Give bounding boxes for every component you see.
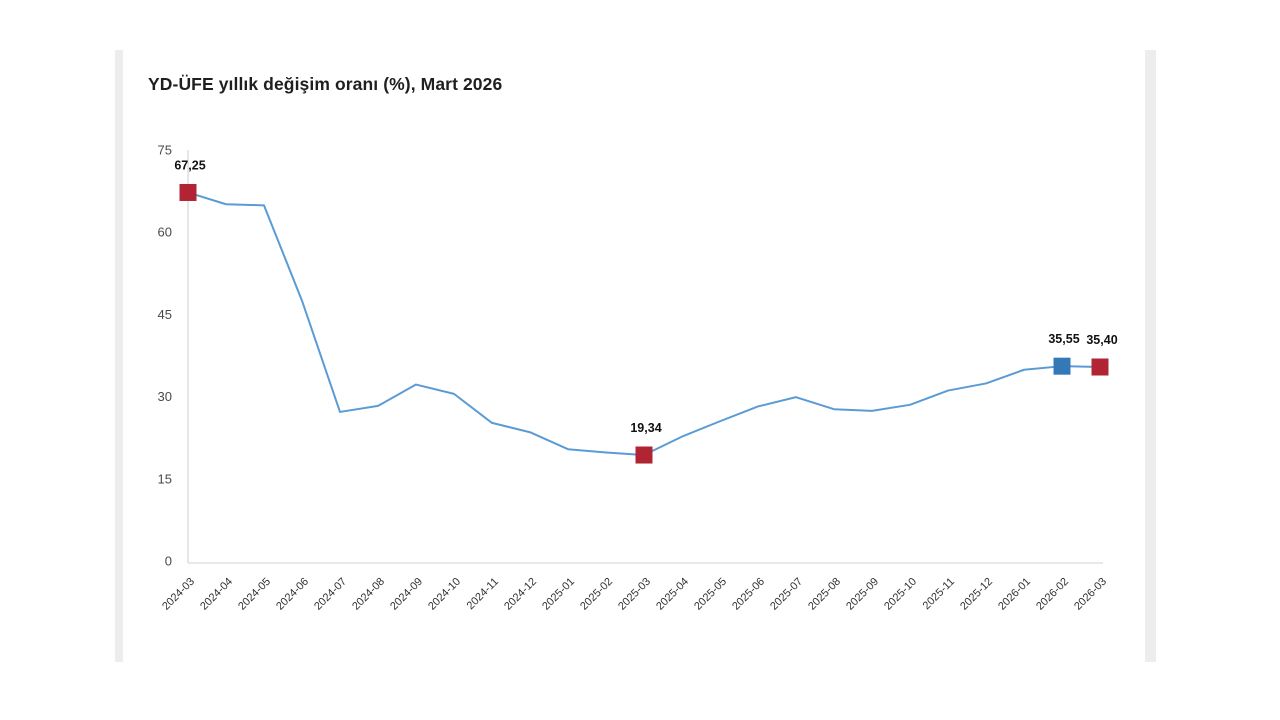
x-tick-label: 2025-05 bbox=[692, 576, 729, 613]
data-point-marker bbox=[179, 183, 197, 201]
left-page-gutter bbox=[115, 50, 123, 662]
data-point-marker bbox=[1091, 358, 1109, 376]
data-point-label: 35,40 bbox=[1086, 333, 1117, 347]
x-tick-label: 2025-09 bbox=[844, 576, 881, 613]
x-tick-label: 2024-08 bbox=[350, 576, 387, 613]
x-tick-label: 2025-06 bbox=[730, 576, 767, 613]
x-tick-label: 2025-07 bbox=[768, 576, 805, 613]
x-tick-label: 2024-04 bbox=[198, 576, 235, 613]
y-tick-label: 45 bbox=[158, 307, 172, 322]
x-tick-label: 2026-02 bbox=[1034, 576, 1071, 613]
y-tick-label: 0 bbox=[165, 554, 172, 569]
data-point-label: 35,55 bbox=[1048, 332, 1079, 346]
trend-line bbox=[187, 191, 1101, 457]
x-tick-label: 2024-07 bbox=[312, 576, 349, 613]
data-point-label: 19,34 bbox=[630, 421, 661, 435]
x-tick-label: 2026-03 bbox=[1072, 576, 1109, 613]
chart-title: YD-ÜFE yıllık değişim oranı (%), Mart 20… bbox=[148, 74, 503, 94]
right-page-gutter bbox=[1145, 50, 1156, 662]
y-tick-label: 75 bbox=[158, 143, 172, 158]
x-tick-label: 2025-08 bbox=[806, 576, 843, 613]
x-tick-label: 2026-01 bbox=[996, 576, 1033, 613]
data-point-label: 67,25 bbox=[174, 158, 205, 172]
x-tick-label: 2025-04 bbox=[654, 576, 691, 613]
x-tick-label: 2025-12 bbox=[958, 576, 995, 613]
y-tick-label: 15 bbox=[158, 471, 172, 486]
x-tick-label: 2024-12 bbox=[502, 576, 539, 613]
x-tick-label: 2024-10 bbox=[426, 576, 463, 613]
x-tick-label: 2024-03 bbox=[160, 576, 197, 613]
data-point-marker bbox=[635, 446, 653, 464]
x-tick-label: 2025-01 bbox=[540, 576, 577, 613]
x-tick-label: 2024-11 bbox=[465, 576, 501, 612]
x-tick-label: 2024-05 bbox=[236, 576, 273, 613]
x-tick-label: 2025-03 bbox=[616, 576, 653, 613]
y-tick-label: 30 bbox=[158, 389, 172, 404]
x-tick-label: 2024-09 bbox=[388, 576, 425, 613]
y-tick-label: 60 bbox=[158, 225, 172, 240]
x-tick-label: 2024-06 bbox=[274, 576, 311, 613]
x-tick-label: 2025-10 bbox=[882, 576, 919, 613]
x-tick-label: 2025-11 bbox=[921, 576, 957, 612]
data-point-marker bbox=[1053, 357, 1071, 375]
x-tick-label: 2025-02 bbox=[578, 576, 615, 613]
